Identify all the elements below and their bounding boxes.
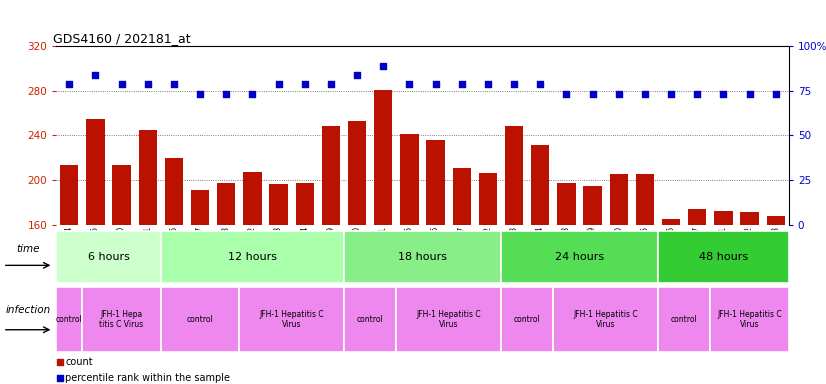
Point xyxy=(403,81,416,87)
Text: JFH-1 Hepatitis C
Virus: JFH-1 Hepatitis C Virus xyxy=(416,310,481,329)
Text: percentile rank within the sample: percentile rank within the sample xyxy=(65,373,230,383)
Text: JFH-1 Hepatitis C
Virus: JFH-1 Hepatitis C Virus xyxy=(717,310,782,329)
Bar xyxy=(112,166,131,225)
Bar xyxy=(662,219,681,225)
Point xyxy=(534,81,547,87)
Text: JFH-1 Hepatitis C
Virus: JFH-1 Hepatitis C Virus xyxy=(573,310,638,329)
Point xyxy=(53,359,66,366)
Bar xyxy=(479,173,497,225)
Point xyxy=(377,63,390,69)
Text: 48 hours: 48 hours xyxy=(699,252,748,262)
Point xyxy=(691,91,704,98)
Point xyxy=(168,81,181,87)
Point xyxy=(586,91,599,98)
Bar xyxy=(244,172,262,225)
Bar xyxy=(583,185,601,225)
Bar xyxy=(322,126,340,225)
Bar xyxy=(60,166,78,225)
Bar xyxy=(505,126,523,225)
Point xyxy=(89,71,102,78)
Point xyxy=(272,81,285,87)
Point xyxy=(612,91,625,98)
Text: count: count xyxy=(65,358,93,367)
Point xyxy=(53,375,66,381)
Text: time: time xyxy=(17,244,40,254)
Bar xyxy=(501,287,553,352)
Bar xyxy=(610,174,628,225)
Bar xyxy=(86,119,105,225)
Point xyxy=(717,91,730,98)
Text: control: control xyxy=(357,315,383,324)
Point xyxy=(325,81,338,87)
Text: 18 hours: 18 hours xyxy=(398,252,447,262)
Point xyxy=(141,81,154,87)
Text: 6 hours: 6 hours xyxy=(88,252,130,262)
Bar xyxy=(56,287,83,352)
Point xyxy=(63,81,76,87)
Bar xyxy=(453,168,471,225)
Bar xyxy=(501,232,658,283)
Bar xyxy=(710,287,789,352)
Bar xyxy=(658,232,789,283)
Point xyxy=(298,81,311,87)
Bar xyxy=(401,134,419,225)
Text: GDS4160 / 202181_at: GDS4160 / 202181_at xyxy=(53,32,190,45)
Bar xyxy=(767,216,785,225)
Bar xyxy=(217,183,235,225)
Bar xyxy=(740,212,759,225)
Bar xyxy=(161,232,344,283)
Bar xyxy=(56,232,161,283)
Bar xyxy=(558,183,576,225)
Point xyxy=(429,81,442,87)
Text: control: control xyxy=(671,315,697,324)
Bar xyxy=(396,287,501,352)
Bar xyxy=(164,158,183,225)
Text: JFH-1 Hepa
titis C Virus: JFH-1 Hepa titis C Virus xyxy=(99,310,144,329)
Bar xyxy=(83,287,161,352)
Bar xyxy=(344,232,501,283)
Bar xyxy=(426,140,444,225)
Point xyxy=(455,81,468,87)
Point xyxy=(350,71,363,78)
Text: JFH-1 Hepatitis C
Virus: JFH-1 Hepatitis C Virus xyxy=(259,310,324,329)
Bar xyxy=(269,184,287,225)
Point xyxy=(246,91,259,98)
Text: 12 hours: 12 hours xyxy=(228,252,277,262)
Bar xyxy=(296,183,314,225)
Point xyxy=(507,81,520,87)
Point xyxy=(769,91,782,98)
Point xyxy=(193,91,206,98)
Point xyxy=(638,91,652,98)
Point xyxy=(220,91,233,98)
Point xyxy=(115,81,128,87)
Text: 24 hours: 24 hours xyxy=(555,252,604,262)
Text: control: control xyxy=(56,315,83,324)
Bar xyxy=(688,209,706,225)
Bar xyxy=(344,287,396,352)
Bar xyxy=(374,89,392,225)
Bar xyxy=(636,174,654,225)
Text: infection: infection xyxy=(6,305,50,314)
Bar xyxy=(714,211,733,225)
Point xyxy=(743,91,756,98)
Point xyxy=(482,81,495,87)
Text: control: control xyxy=(187,315,213,324)
Bar xyxy=(191,190,209,225)
Point xyxy=(664,91,677,98)
Bar xyxy=(658,287,710,352)
Point xyxy=(560,91,573,98)
Bar xyxy=(531,146,549,225)
Bar xyxy=(240,287,344,352)
Bar xyxy=(553,287,658,352)
Bar xyxy=(348,121,366,225)
Bar xyxy=(139,130,157,225)
Text: control: control xyxy=(514,315,540,324)
Bar xyxy=(161,287,240,352)
